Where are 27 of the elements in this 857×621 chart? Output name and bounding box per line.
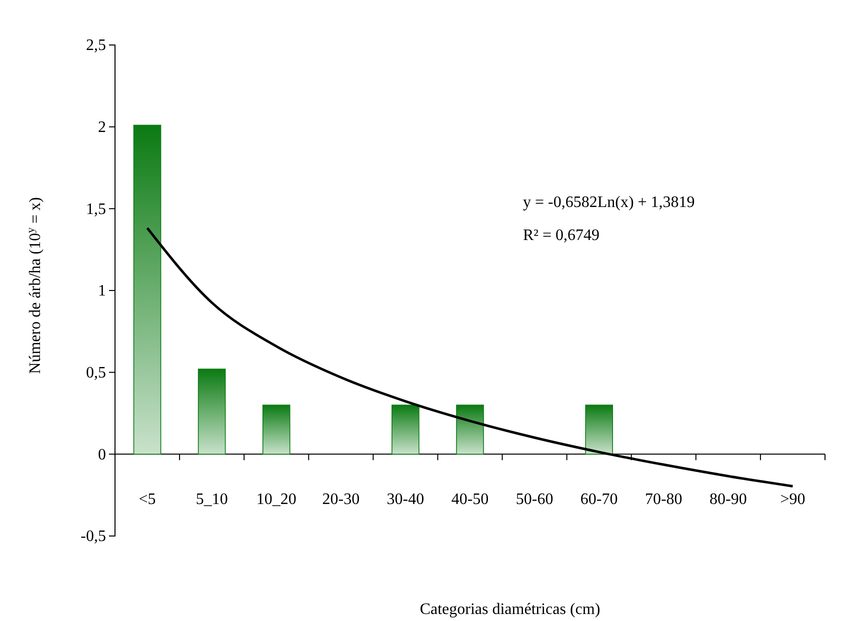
y-tick-label: 1 bbox=[98, 282, 106, 300]
y-tick-label: 2,5 bbox=[86, 37, 106, 54]
x-tick-label: 50-60 bbox=[516, 491, 554, 508]
x-tick-label: 5_10 bbox=[196, 491, 228, 508]
y-tick-label: 0 bbox=[98, 446, 106, 464]
bar bbox=[262, 404, 290, 455]
x-tick-label: 80-90 bbox=[710, 491, 747, 508]
x-tick-label: 10_20 bbox=[256, 491, 296, 508]
y-tick-label: -0,5 bbox=[80, 528, 106, 546]
bar bbox=[392, 404, 420, 455]
annotation: y = -0,6582Ln(x) + 1,3819 bbox=[523, 194, 695, 211]
bar bbox=[585, 404, 613, 455]
y-tick-label: 0,5 bbox=[86, 364, 106, 382]
bar bbox=[456, 404, 484, 455]
y-tick-label: 2 bbox=[98, 118, 106, 136]
x-tick-label: 70-80 bbox=[644, 491, 682, 508]
x-tick-label: 60-70 bbox=[580, 491, 618, 508]
x-tick-label: >90 bbox=[780, 491, 806, 508]
x-tick-label: 30-40 bbox=[386, 491, 424, 508]
bar bbox=[133, 124, 162, 455]
x-tick-label: 20-30 bbox=[322, 491, 360, 508]
x-tick-label: <5 bbox=[138, 491, 156, 508]
bar bbox=[198, 368, 226, 455]
x-axis-title: Categorias diamétricas (cm) bbox=[420, 601, 600, 618]
x-tick-label: 40-50 bbox=[451, 491, 489, 508]
y-tick-label: 1,5 bbox=[86, 200, 106, 218]
annotation: R² = 0,6749 bbox=[523, 227, 600, 244]
